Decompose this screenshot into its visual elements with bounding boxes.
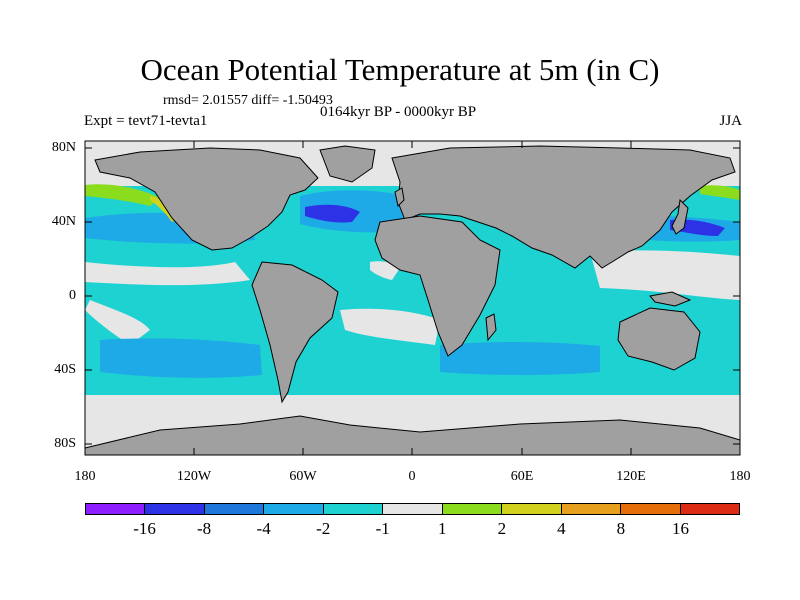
lat-label-80s: 80S — [54, 436, 76, 451]
africa — [374, 215, 501, 357]
colorbar-tick-label: -1 — [375, 519, 390, 538]
madagascar — [485, 313, 497, 342]
period-label: 0164kyr BP - 0000kyr BP — [320, 104, 477, 120]
colorbar-tick-label: 2 — [497, 519, 507, 538]
colorbar-tick-label: -16 — [133, 519, 156, 538]
season-label: JJA — [719, 113, 742, 129]
colorbar-swatch — [145, 504, 205, 514]
south-america — [251, 261, 339, 404]
axis-ticks — [85, 141, 740, 455]
north-america — [94, 147, 319, 251]
colorbar-swatch — [442, 504, 503, 514]
colorbar-swatch — [502, 504, 562, 514]
british-isles — [394, 187, 405, 208]
lon-label-0: 0 — [408, 469, 416, 484]
lon-label-120w: 120W — [176, 469, 212, 484]
colorbar-swatch — [264, 504, 324, 514]
colorbar-swatch — [561, 504, 622, 514]
lat-label-0: 0 — [69, 288, 76, 303]
map-title: Ocean Potential Temperature at 5m (in C) — [140, 52, 660, 87]
greenland — [319, 145, 376, 183]
colorbar-tick-label: -4 — [256, 519, 271, 538]
colorbar-swatch — [621, 504, 681, 514]
rmsd-diff-stats: rmsd= 2.01557 diff= -1.50493 — [163, 93, 333, 108]
colorbar-swatch — [323, 504, 384, 514]
lat-label-40n: 40N — [51, 214, 76, 229]
lon-label-60e: 60E — [510, 469, 534, 484]
japan — [671, 198, 689, 235]
experiment-label: Expt = tevt71-tevta1 — [84, 113, 208, 129]
colorbar-swatch — [680, 504, 739, 514]
new-guinea — [649, 291, 692, 307]
land-masses — [84, 145, 741, 456]
colorbar-tick-label: 4 — [557, 519, 566, 538]
colorbar-tick-label: 8 — [616, 519, 626, 538]
lon-label-180e: 180 — [729, 469, 751, 484]
colorbar-swatch — [86, 504, 146, 514]
lat-label-80n: 80N — [51, 140, 76, 155]
colorbar-tick-label: 16 — [671, 519, 689, 538]
australia — [617, 307, 701, 371]
colorbar-swatch — [383, 504, 443, 514]
colorbar-tick-label: -8 — [196, 519, 212, 538]
colorbar-swatch — [204, 504, 265, 514]
lon-label-180w: 180 — [74, 469, 96, 484]
lon-label-120e: 120E — [616, 469, 646, 484]
colorbar-tick-label: -2 — [316, 519, 331, 538]
lon-label-60w: 60W — [289, 469, 317, 484]
colorbar-tick-label: 1 — [438, 519, 447, 538]
lat-label-40s: 40S — [54, 362, 76, 377]
eurasia — [391, 145, 736, 269]
colorbar — [85, 503, 740, 515]
